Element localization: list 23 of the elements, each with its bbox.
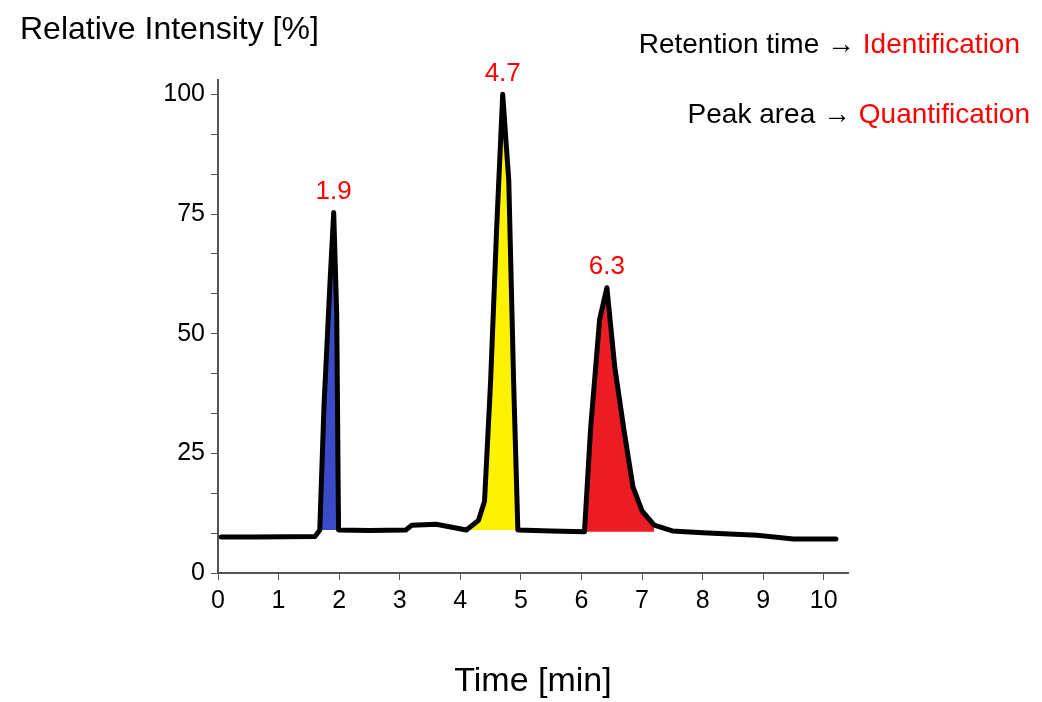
x-tick-label: 1 xyxy=(271,584,286,613)
x-tick-label: 3 xyxy=(392,584,407,613)
x-tick-label: 8 xyxy=(695,584,710,613)
text: Retention time → Identification xyxy=(638,28,1020,59)
annotation: 6.3 xyxy=(588,249,625,280)
x-tick-label: 6 xyxy=(574,584,589,613)
y-tick-label: 50 xyxy=(177,317,205,346)
y-tick-label: 100 xyxy=(163,78,205,107)
x-tick-label: 7 xyxy=(635,584,649,613)
annotation: 4.7 xyxy=(484,56,521,87)
annotation: Peak area → Quantification xyxy=(687,98,1030,129)
x-tick-label: 4 xyxy=(453,584,468,613)
y-tick-label: 0 xyxy=(191,556,205,585)
x-tick-label: 10 xyxy=(809,584,838,613)
y-tick-label: 25 xyxy=(177,437,205,466)
x-tick-label: 5 xyxy=(513,584,528,613)
x-tick-label: 0 xyxy=(211,584,225,613)
annotation: 1.9 xyxy=(315,174,352,205)
y-axis-title: Relative Intensity [%] xyxy=(20,9,319,46)
x-axis-title: Time [min] xyxy=(454,660,612,699)
y-tick-label: 75 xyxy=(177,197,205,226)
x-tick-label: 9 xyxy=(756,584,771,613)
x-tick-label: 2 xyxy=(332,584,347,613)
